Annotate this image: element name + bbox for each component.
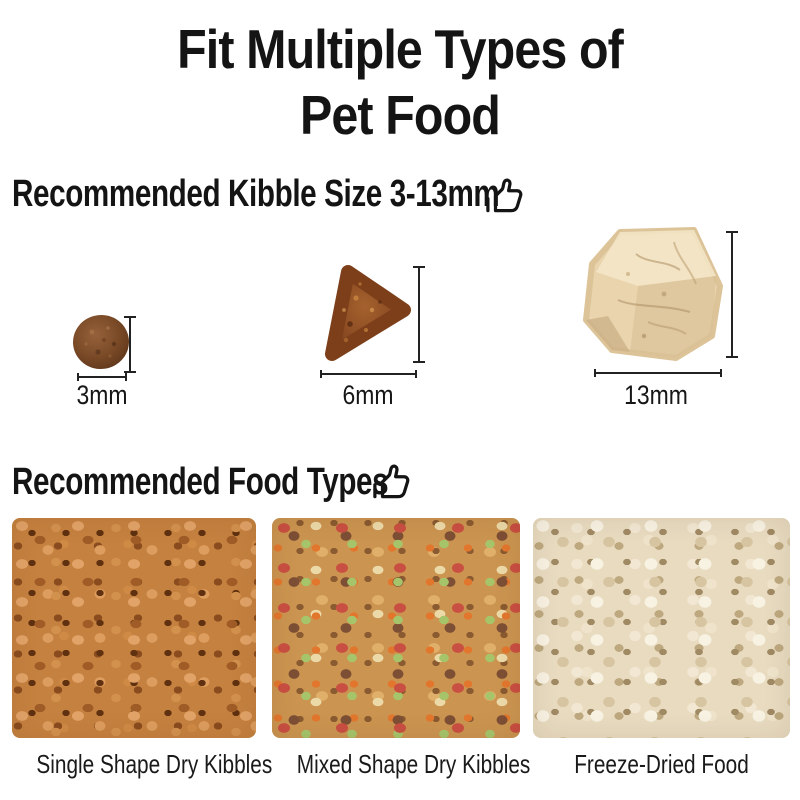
triangle-kibble-image [325,265,411,361]
caption-single-shape-dry-kibbles: Single Shape Dry Kibbles [36,749,273,779]
round-kibble-image [73,314,129,370]
width-measure-line-3mm [77,373,127,381]
food-types-heading: Recommended Food Types [12,461,389,503]
width-measure-line-13mm [594,369,722,377]
kibble-size-heading: Recommended Kibble Size 3-13mm [12,173,500,215]
height-measure-line-6mm [413,266,425,363]
page-title: Fit Multiple Types of Pet Food [0,16,800,148]
caption-freeze-dried-food: Freeze-Dried Food [574,749,749,779]
freeze-dried-food-photo [533,518,790,738]
single-shape-dry-kibbles-photo [12,518,256,738]
freeze-dried-cube-image [583,227,723,361]
size-label-13mm: 13mm [624,380,688,410]
mixed-shape-dry-kibbles-photo [272,518,520,738]
thumbs-up-icon [373,464,410,499]
page-title-line-2: Pet Food [299,84,501,146]
page-title-line-1: Fit Multiple Types of [177,18,624,80]
size-label-3mm: 3mm [76,380,128,410]
size-label-6mm: 6mm [342,380,394,410]
width-measure-line-6mm [320,370,417,378]
height-measure-line-3mm [124,316,136,373]
caption-mixed-shape-dry-kibbles: Mixed Shape Dry Kibbles [296,749,531,779]
height-measure-line-13mm [726,231,738,358]
thumbs-up-icon [486,178,523,213]
